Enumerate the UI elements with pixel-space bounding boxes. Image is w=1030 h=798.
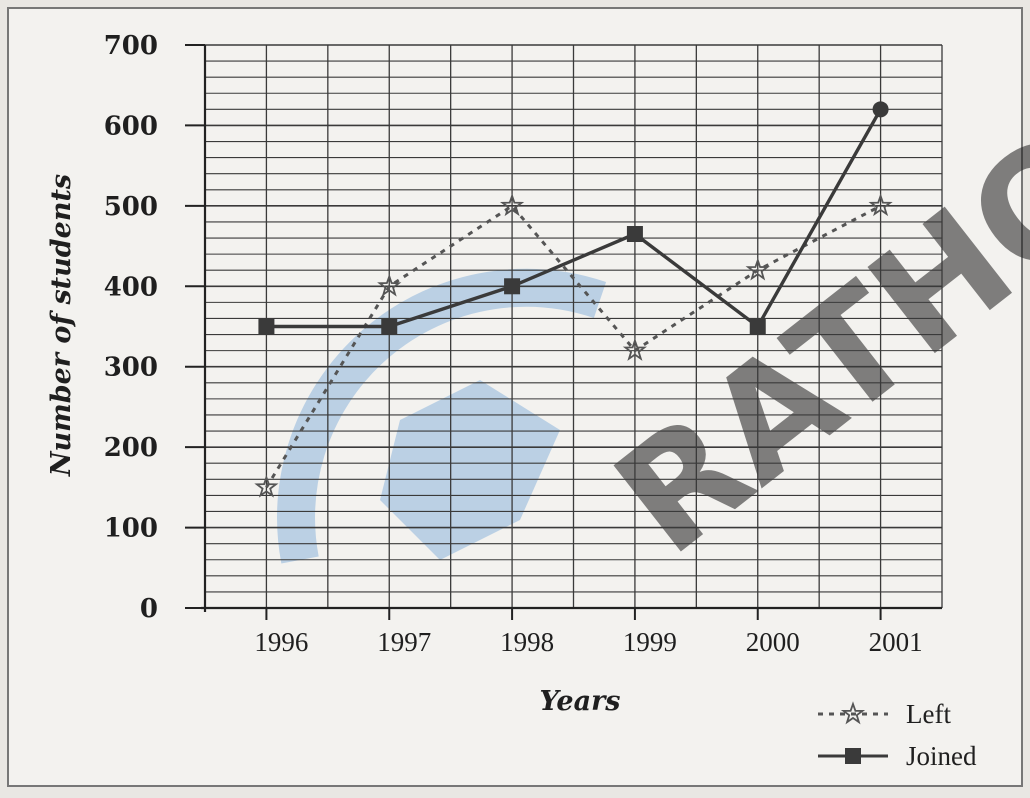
data-point-left: [868, 193, 893, 217]
y-tick-label: 500: [104, 192, 158, 222]
x-tick-label: 2001: [869, 627, 923, 657]
legend-marker-joined: [845, 748, 861, 764]
series-line-left: [265, 203, 882, 489]
axes: 0 100 200 300 400 500 600 700 1996 1997 1998 1999 20…: [104, 31, 942, 657]
watermark-arc: [277, 268, 607, 564]
data-point-left: [622, 337, 647, 361]
data-point-joined: [749, 318, 766, 335]
series-joined: [258, 101, 889, 335]
data-point-joined: [381, 318, 398, 335]
series-left: [254, 193, 893, 498]
x-tick-label: 1996: [254, 627, 308, 657]
legend: Left Joined: [818, 699, 977, 771]
data-point-left: [377, 273, 402, 297]
chart-background: [7, 7, 1023, 787]
data-point-joined: [872, 101, 889, 118]
data-point-left: [254, 474, 279, 498]
x-tick-label: 1998: [500, 627, 554, 657]
y-tick-label: 300: [104, 353, 158, 383]
data-point-left: [500, 193, 525, 217]
x-axis-title: Years: [539, 686, 620, 717]
x-tick-label: 1997: [377, 627, 431, 657]
series-line-joined: [266, 108, 883, 330]
legend-marker-left: [840, 701, 866, 725]
data-point-joined: [504, 278, 521, 295]
y-tick-label: 700: [104, 31, 158, 61]
x-tick-label: 1999: [623, 627, 677, 657]
series-layer: [254, 101, 893, 498]
x-tick-label: 2000: [746, 627, 800, 657]
y-axis-title: Number of students: [46, 174, 77, 477]
y-tick-label: 100: [104, 514, 158, 544]
watermark-shield: [380, 380, 560, 560]
y-tick-label: 200: [104, 433, 158, 463]
data-point-left: [745, 257, 770, 281]
y-tick-label: 600: [104, 111, 158, 141]
legend-label-joined: Joined: [906, 741, 977, 771]
data-point-joined: [626, 226, 643, 243]
y-tick-label: 0: [140, 594, 158, 624]
data-point-joined: [258, 318, 275, 335]
y-tick-label: 400: [104, 272, 158, 302]
legend-label-left: Left: [906, 699, 951, 729]
